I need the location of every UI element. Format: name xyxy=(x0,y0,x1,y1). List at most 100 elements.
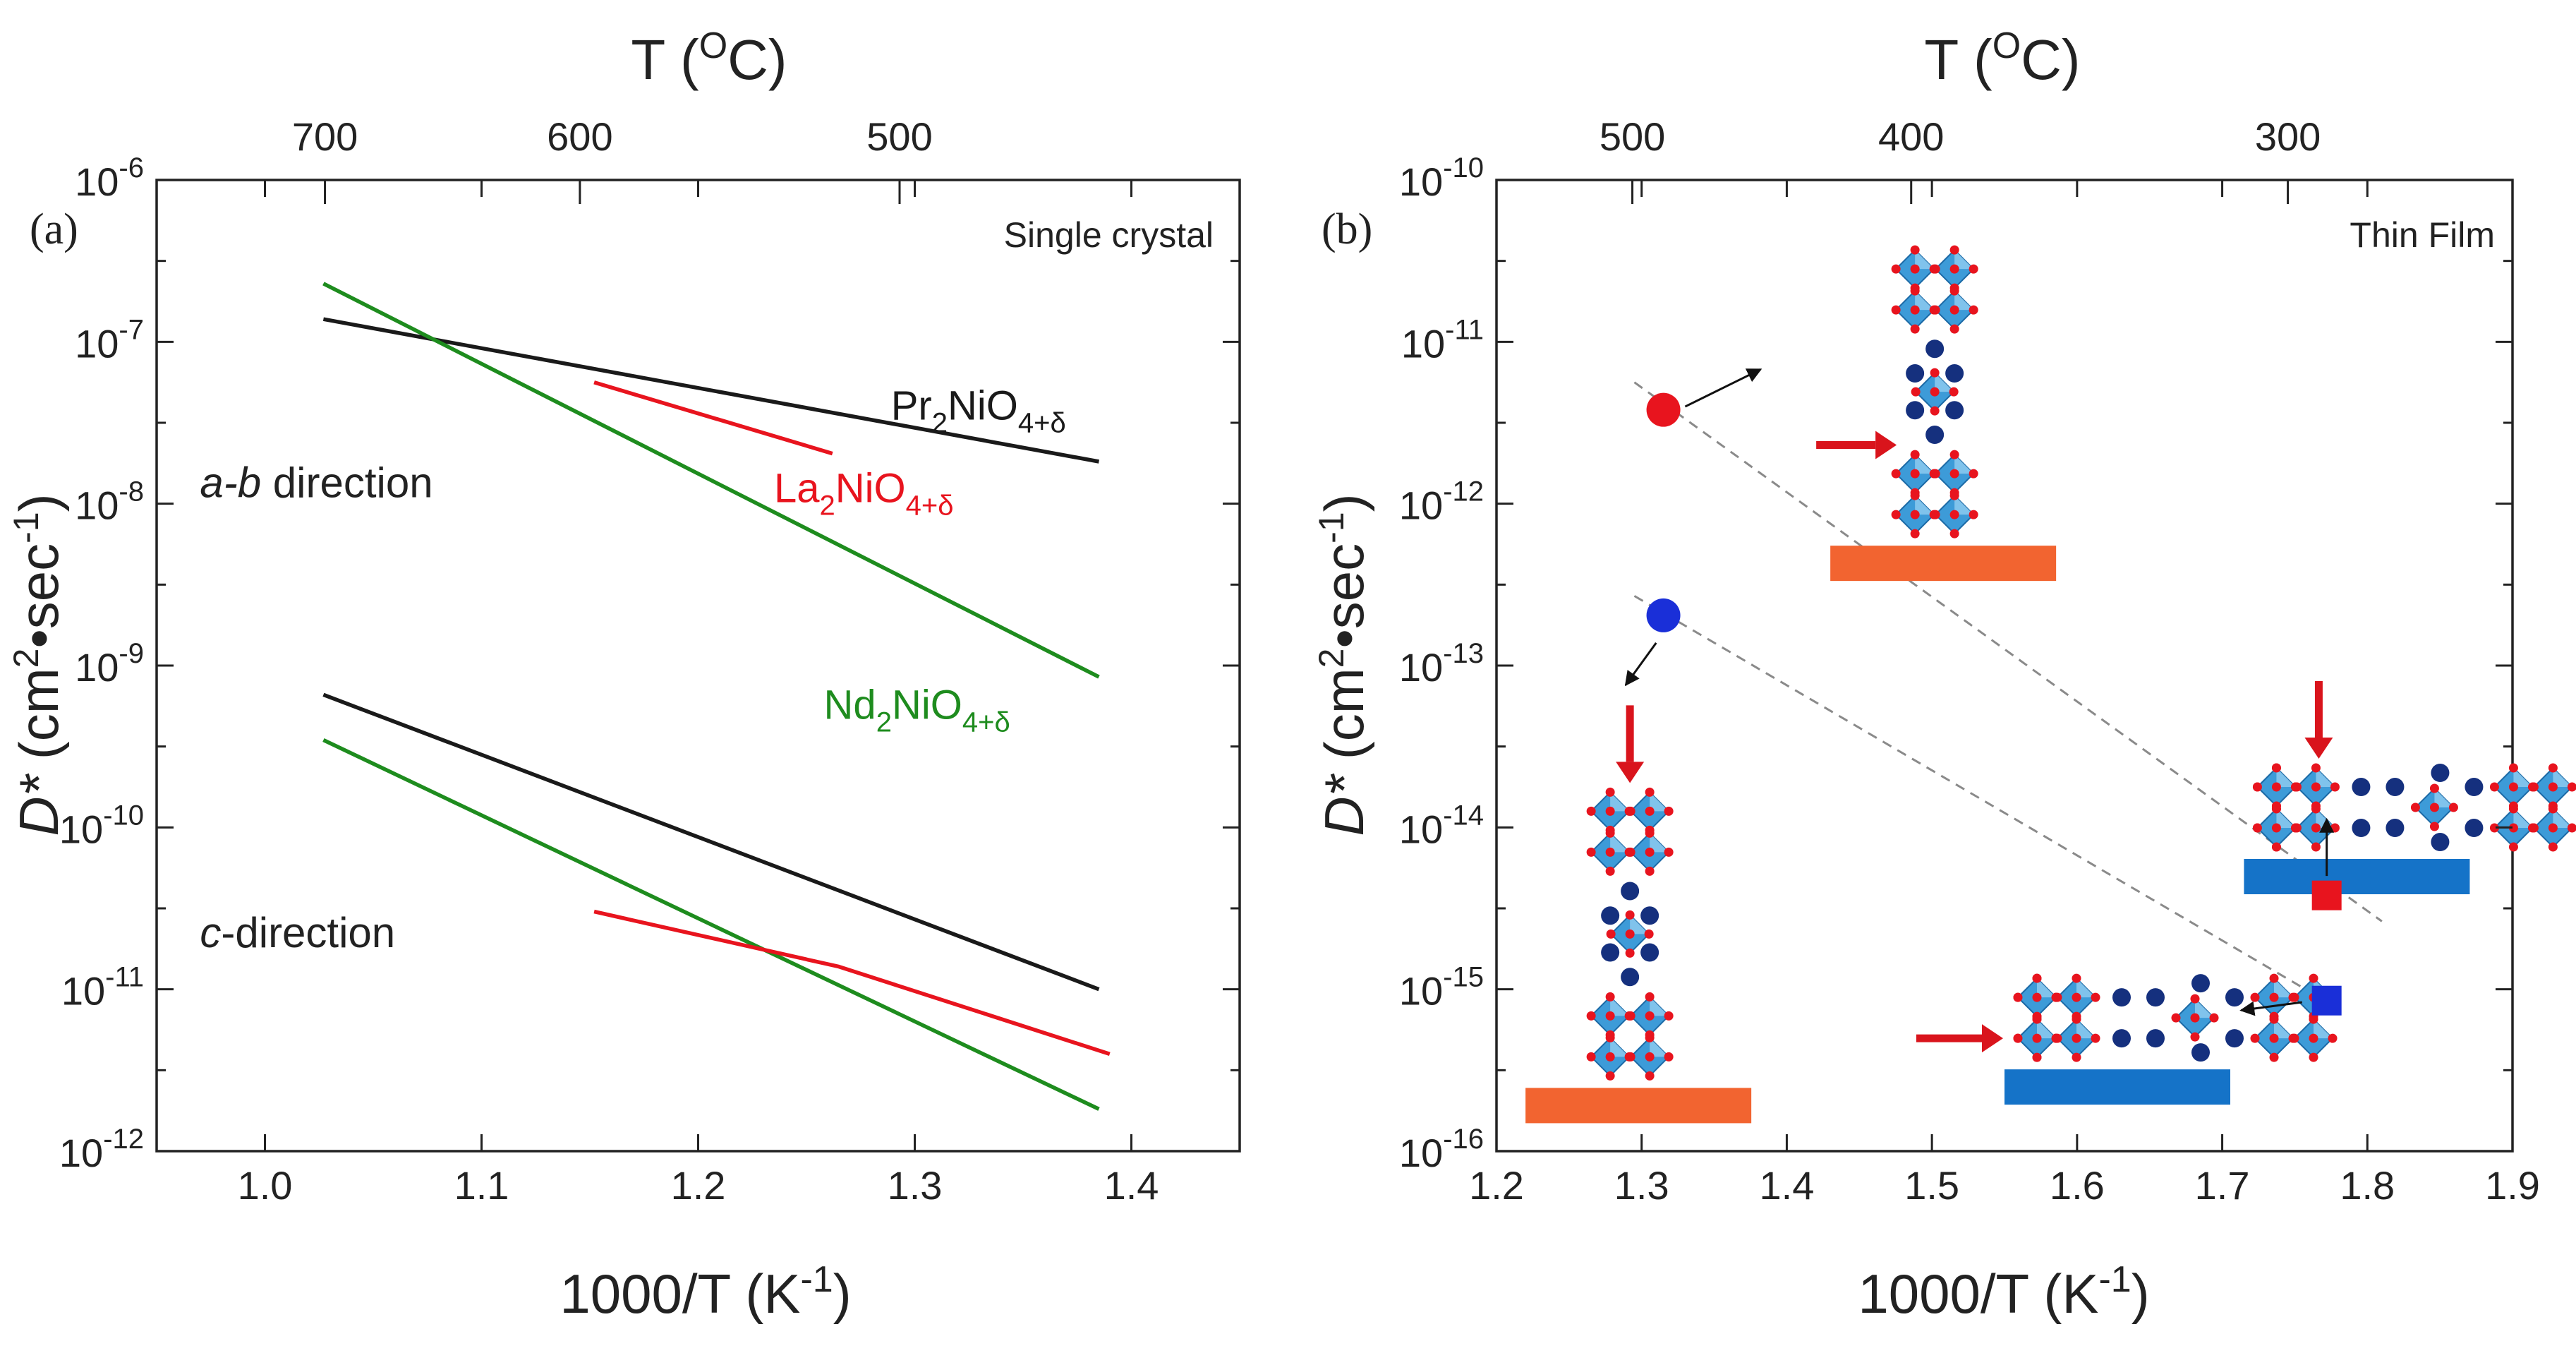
rare-earth-atom xyxy=(1621,882,1640,901)
oxygen-atom xyxy=(2072,1033,2081,1043)
octahedron-highlight xyxy=(2076,1019,2096,1039)
oxygen-atom xyxy=(2410,802,2420,812)
octahedron-highlight xyxy=(2553,768,2572,787)
octahedron-icon xyxy=(2529,763,2576,811)
oxygen-atom xyxy=(2072,973,2081,983)
oxygen-atom xyxy=(2091,1033,2100,1043)
rare-earth-atom xyxy=(2385,778,2405,796)
oxygen-atom xyxy=(1949,264,1959,274)
oxygen-atom xyxy=(2548,782,2558,792)
oxygen-atom xyxy=(2252,823,2262,833)
oxygen-atom xyxy=(1645,847,1655,857)
oxygen-atom xyxy=(2032,992,2042,1002)
oxygen-atom xyxy=(1645,787,1655,797)
octahedron-icon xyxy=(1930,286,1978,334)
oxygen-atom xyxy=(1586,1011,1596,1021)
oxygen-atom xyxy=(1605,787,1615,797)
oxygen-atom xyxy=(2567,823,2576,833)
oxygen-atom xyxy=(1930,406,1940,416)
oxygen-atom xyxy=(1969,305,1978,315)
oxygen-atom xyxy=(1949,529,1959,539)
oxygen-atom xyxy=(1949,387,1959,397)
octahedron-highlight xyxy=(2037,978,2056,998)
octahedron-icon xyxy=(2250,1014,2298,1062)
oxygen-atom xyxy=(1586,806,1596,816)
oxygen-atom xyxy=(2311,782,2321,792)
oxygen-atom xyxy=(1910,491,1920,500)
octahedron-icon xyxy=(1930,245,1978,293)
oxygen-atom xyxy=(2548,763,2558,773)
oxygen-atom xyxy=(2271,823,2281,833)
octahedron-highlight xyxy=(2195,999,2214,1018)
oxygen-atom xyxy=(2489,782,2499,792)
direction-label-0: a-b direction xyxy=(200,459,433,506)
data-point-circle-0 xyxy=(1646,392,1681,427)
oxygen-atom xyxy=(2250,1033,2260,1043)
top-tick-label-b: 300 xyxy=(2255,114,2321,159)
oxygen-atom xyxy=(1891,510,1901,519)
axis-ticks-b: 1.2 1.3 1.4 1.5 1.6 1.7 1.8 1.9 10-16 10-15 10-14 1… xyxy=(1399,114,2540,1208)
x-tick-label-a: 1.1 xyxy=(454,1163,509,1208)
rare-earth-atom xyxy=(2352,778,2371,796)
y-tick-label-b: 10-16 xyxy=(1399,1124,1484,1175)
oxygen-atom xyxy=(1645,1052,1655,1062)
rare-earth-atom xyxy=(1945,364,1964,383)
oxygen-atom xyxy=(1949,245,1959,255)
oxygen-atom xyxy=(1930,368,1940,378)
oxygen-atom xyxy=(1910,324,1920,334)
rare-earth-atom xyxy=(1621,968,1640,987)
oxygen-atom xyxy=(2072,992,2081,1002)
oxygen-atom xyxy=(2269,1033,2279,1043)
rare-earth-atom xyxy=(2146,1029,2165,1048)
oxygen-atom xyxy=(1910,264,1920,274)
octahedron-highlight xyxy=(1954,455,1974,474)
octahedron-icon xyxy=(2489,763,2537,811)
octahedron-highlight xyxy=(1935,373,1954,392)
rare-earth-atom xyxy=(2225,1029,2244,1048)
panel-b: 1.2 1.3 1.4 1.5 1.6 1.7 1.8 1.9 10-16 10-15 10-14 1… xyxy=(1312,25,2576,1325)
octahedron-icon xyxy=(1586,1033,1634,1081)
octahedron-highlight xyxy=(1915,495,1935,515)
octahedron-highlight xyxy=(1630,915,1650,934)
x-tick-label-b: 1.9 xyxy=(2485,1163,2540,1208)
oxygen-atom xyxy=(1645,1071,1655,1081)
panel-label-a: (a) xyxy=(30,205,78,253)
octahedron-icon xyxy=(1930,491,1978,539)
oxygen-atom xyxy=(2328,1033,2338,1043)
structure-inset-1 xyxy=(1525,705,1752,1124)
x-tick-label-b: 1.4 xyxy=(1759,1163,1814,1208)
oxygen-atom xyxy=(1605,1011,1615,1021)
panel-label-b: (b) xyxy=(1322,205,1372,253)
oxygen-atom xyxy=(1910,469,1920,479)
oxygen-atom xyxy=(2032,973,2042,983)
x-tick-label-a: 1.2 xyxy=(671,1163,726,1208)
rare-earth-atom xyxy=(2431,764,2450,782)
oxygen-atom xyxy=(1645,828,1655,838)
oxygen-atom xyxy=(1930,510,1940,519)
octahedron-highlight xyxy=(1915,455,1935,474)
oxygen-atom xyxy=(1911,387,1921,397)
pointer-arrow-0 xyxy=(1684,368,1762,408)
rare-earth-atom xyxy=(1906,364,1925,383)
oxygen-atom xyxy=(2171,1013,2181,1023)
y-tick-label-b: 10-11 xyxy=(1401,314,1484,366)
oxygen-atom xyxy=(2309,1033,2318,1043)
oxygen-atom xyxy=(2052,1033,2062,1043)
series-group-a xyxy=(322,282,1111,1111)
oxygen-atom xyxy=(2429,783,2439,793)
oxygen-atom xyxy=(2190,1032,2200,1042)
oxygen-atom xyxy=(2032,1014,2042,1024)
corner-label-b: Thin Film xyxy=(2350,215,2495,255)
oxygen-atom xyxy=(1910,450,1920,459)
rare-earth-atom xyxy=(1906,401,1925,420)
data-point-square-1 xyxy=(2311,985,2342,1016)
rare-earth-atom xyxy=(2146,988,2165,1007)
octahedron-highlight xyxy=(1915,250,1935,270)
rare-earth-atom xyxy=(2352,819,2371,837)
oxygen-atom xyxy=(1891,305,1901,315)
oxygen-atom xyxy=(2429,822,2439,831)
oxygen-atom xyxy=(2032,1033,2042,1043)
rare-earth-atom xyxy=(1640,906,1659,925)
x-tick-label-b: 1.5 xyxy=(1904,1163,1959,1208)
